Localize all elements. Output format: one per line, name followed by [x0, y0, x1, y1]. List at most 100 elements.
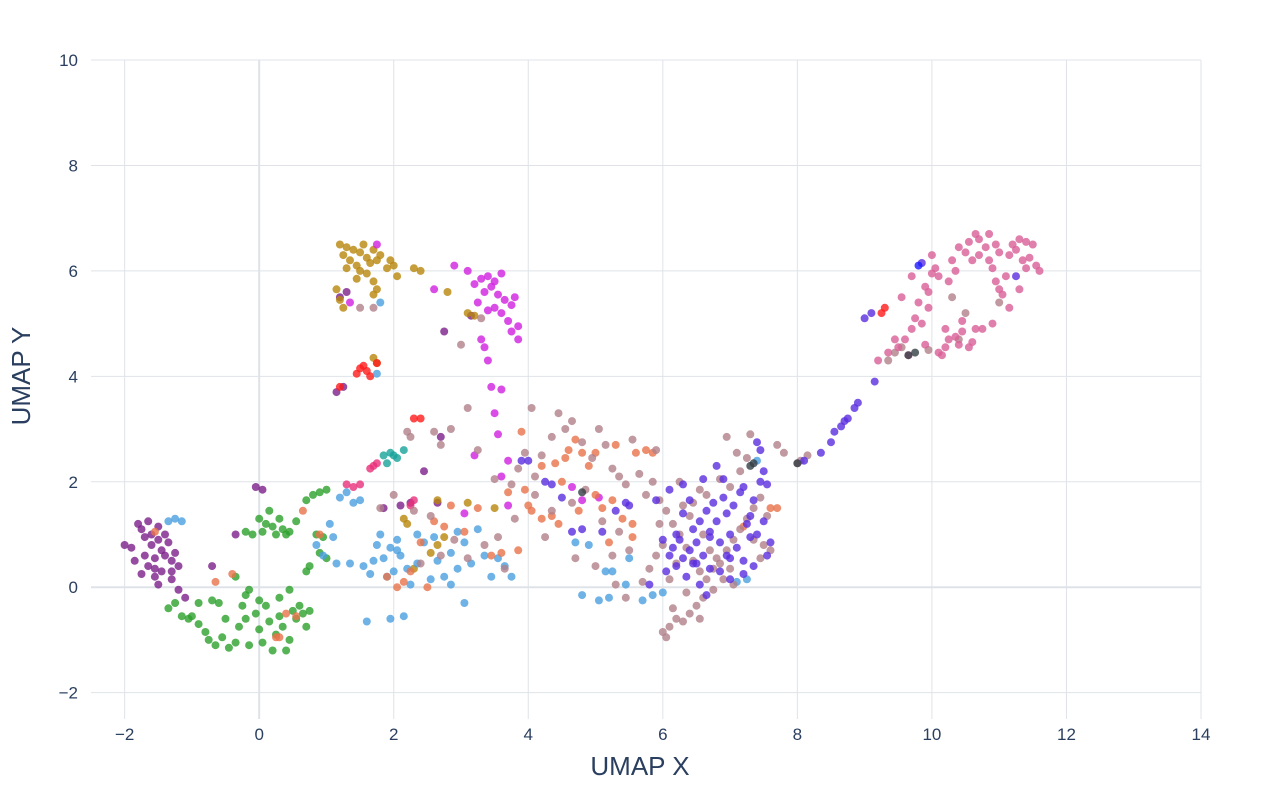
scatter-point — [463, 498, 472, 507]
scatter-point — [608, 551, 617, 560]
scatter-point — [679, 509, 687, 518]
scatter-point — [221, 614, 230, 623]
scatter-point — [416, 266, 425, 275]
scatter-point — [332, 559, 341, 568]
scatter-point — [335, 382, 344, 391]
scatter-point — [436, 440, 445, 449]
scatter-point — [527, 404, 536, 412]
scatter-point — [867, 309, 876, 318]
scatter-point — [981, 243, 990, 252]
scatter-point — [204, 635, 213, 644]
x-tick-label: 4 — [524, 725, 533, 744]
scatter-point — [742, 519, 751, 528]
scatter-point — [366, 570, 375, 578]
scatter-point — [611, 580, 620, 589]
scatter-point — [473, 504, 482, 513]
scatter-point — [430, 427, 439, 436]
scatter-point — [208, 596, 217, 605]
scatter-point — [477, 314, 486, 323]
scatter-point — [255, 596, 264, 605]
scatter-point — [399, 577, 408, 586]
y-tick-label: 2 — [69, 473, 78, 492]
scatter-point — [608, 567, 617, 576]
scatter-point — [665, 622, 674, 631]
scatter-point — [372, 369, 381, 378]
scatter-point — [712, 554, 721, 563]
scatter-point — [342, 243, 351, 252]
scatter-point — [130, 556, 139, 565]
scatter-point — [443, 288, 452, 296]
scatter-point — [682, 588, 691, 597]
scatter-point — [601, 567, 610, 576]
scatter-point — [894, 343, 903, 352]
scatter-point — [383, 572, 391, 581]
scatter-point — [137, 570, 146, 578]
scatter-point — [248, 530, 257, 539]
scatter-point — [625, 501, 634, 510]
scatter-point — [379, 554, 388, 563]
scatter-point — [1001, 272, 1010, 281]
scatter-point — [342, 288, 351, 296]
scatter-point — [598, 504, 607, 513]
scatter-point — [588, 454, 597, 462]
y-axis-title: UMAP Y — [6, 327, 36, 426]
scatter-point — [409, 264, 418, 273]
scatter-point — [433, 496, 442, 505]
scatter-point — [164, 604, 173, 613]
scatter-point — [356, 496, 365, 505]
scatter-point — [732, 448, 741, 457]
scatter-point — [853, 398, 862, 407]
scatter-point — [157, 567, 166, 576]
scatter-point — [742, 454, 751, 462]
scatter-point — [749, 496, 758, 505]
scatter-point — [312, 541, 321, 549]
scatter-point — [985, 256, 994, 265]
scatter-point — [305, 562, 314, 571]
scatter-point — [961, 309, 970, 318]
scatter-point — [695, 517, 704, 526]
scatter-point — [430, 285, 439, 294]
scatter-point — [372, 285, 381, 294]
scatter-point — [695, 567, 704, 576]
scatter-point — [507, 572, 516, 581]
scatter-point — [594, 596, 603, 605]
scatter-point — [702, 506, 711, 515]
scatter-point — [460, 527, 469, 536]
scatter-point — [578, 448, 587, 457]
scatter-point — [211, 641, 220, 650]
scatter-point — [416, 559, 425, 568]
scatter-point — [309, 490, 317, 499]
scatter-point — [150, 527, 159, 536]
scatter-point — [954, 243, 963, 252]
scatter-point — [218, 633, 227, 642]
scatter-point — [285, 585, 294, 594]
scatter-point — [423, 583, 432, 592]
scatter-point — [285, 527, 294, 536]
scatter-point — [396, 501, 405, 510]
scatter-point — [615, 527, 624, 536]
scatter-point — [658, 535, 667, 544]
scatter-point — [514, 335, 523, 344]
scatter-point — [372, 240, 381, 249]
scatter-point — [504, 317, 513, 325]
scatter-point — [446, 548, 455, 557]
scatter-point — [440, 572, 449, 581]
scatter-point — [436, 551, 445, 560]
scatter-point — [255, 625, 264, 634]
scatter-point — [726, 575, 735, 584]
scatter-point — [349, 483, 358, 491]
scatter-point — [494, 430, 502, 439]
scatter-point — [137, 525, 146, 534]
scatter-point — [356, 480, 365, 489]
scatter-point — [446, 580, 455, 589]
scatter-point — [420, 467, 428, 476]
scatter-point — [631, 448, 640, 457]
scatter-point — [702, 490, 711, 499]
scatter-point — [171, 599, 180, 607]
scatter-point — [517, 427, 526, 436]
scatter-point — [376, 504, 385, 513]
scatter-point — [763, 480, 772, 489]
scatter-point — [699, 530, 708, 539]
scatter-point — [702, 575, 711, 584]
